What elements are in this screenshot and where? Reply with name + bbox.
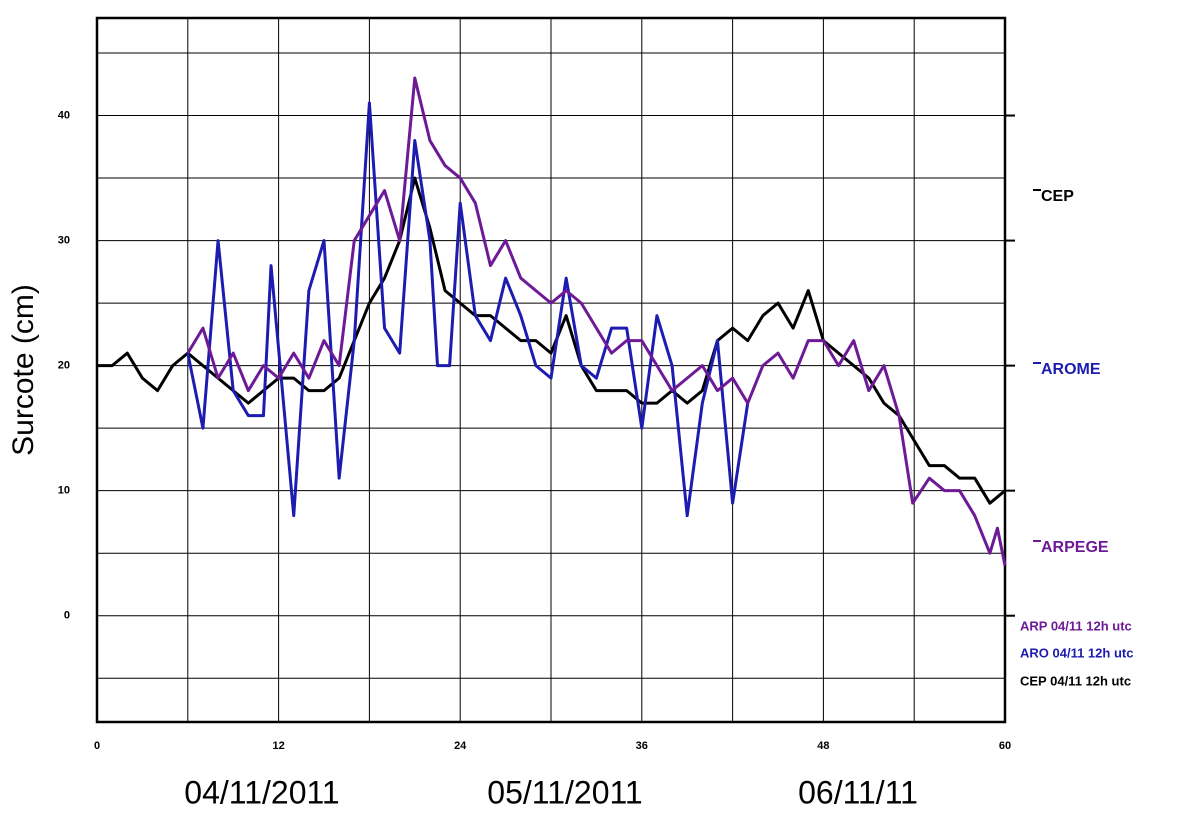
y-tick-label: 0: [64, 610, 70, 622]
run-label: ARP 04/11 12h utc: [1020, 618, 1132, 633]
x-tick-label: 60: [999, 740, 1011, 752]
y-tick-label: 30: [58, 234, 70, 246]
y-axis-label: Surcote (cm): [7, 284, 40, 456]
y-tick-label: 40: [58, 109, 70, 121]
run-label: ARO 04/11 12h utc: [1020, 645, 1133, 660]
date-label: 05/11/2011: [487, 774, 642, 810]
x-tick-label: 24: [454, 740, 467, 752]
run-label: CEP 04/11 12h utc: [1020, 673, 1131, 688]
legend-label: AROME: [1041, 361, 1101, 378]
series-line: [186, 101, 750, 518]
y-tick-label: 10: [58, 485, 70, 497]
x-tick-label: 48: [817, 740, 829, 752]
series-line: [97, 176, 1006, 505]
series-line: [186, 76, 1007, 566]
x-tick-label: 36: [636, 740, 648, 752]
x-tick-label: 0: [94, 740, 100, 752]
y-tick-label: 20: [58, 360, 70, 372]
date-label: 06/11/11: [798, 774, 918, 810]
legend-label: ARPEGE: [1041, 539, 1109, 556]
date-label: 04/11/2011: [184, 774, 339, 810]
plot-frame: [95, 16, 1007, 724]
x-tick-label: 12: [272, 740, 284, 752]
legend-label: CEP: [1041, 188, 1074, 205]
